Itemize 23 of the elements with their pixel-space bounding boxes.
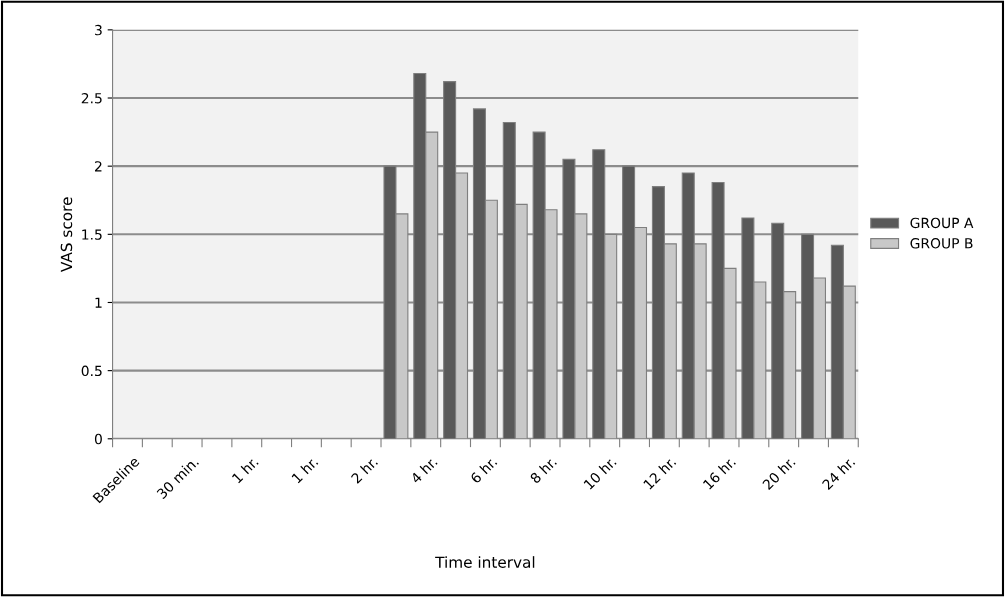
y-tick-label: 0 [94,433,102,445]
y-tick-label: 0.5 [81,365,102,377]
x-tick-label: 1 hr. [231,456,259,484]
x-tick-label: 10 hr. [583,456,617,490]
y-tick-label: 2.5 [81,92,102,104]
y-tick-label: 1.5 [82,229,102,240]
x-tick-label: 12 hr. [642,456,677,490]
x-tick-label: 20 hr. [761,456,796,491]
legend-label: GROUP A [910,217,974,229]
y-tick-label: 3 [95,24,102,36]
x-tick-label: 2 hr. [350,456,378,484]
y-tick-label: 1 [95,297,102,308]
x-tick-label: 1 hr. [291,456,319,484]
x-tick-label: 30 min. [156,456,200,500]
legend-label: GROUP B [910,238,973,249]
x-tick-label: 8 hr. [529,456,558,484]
x-tick-label: 16 hr. [702,456,736,490]
y-axis-title: VAS score [60,197,73,272]
x-tick-label: 24 hr. [821,456,856,490]
x-tick-label: 4 hr. [409,456,438,484]
y-tick-label: 2 [95,161,102,172]
x-tick-label: 6 hr. [469,456,498,484]
x-axis-title: Time interval [435,556,535,568]
